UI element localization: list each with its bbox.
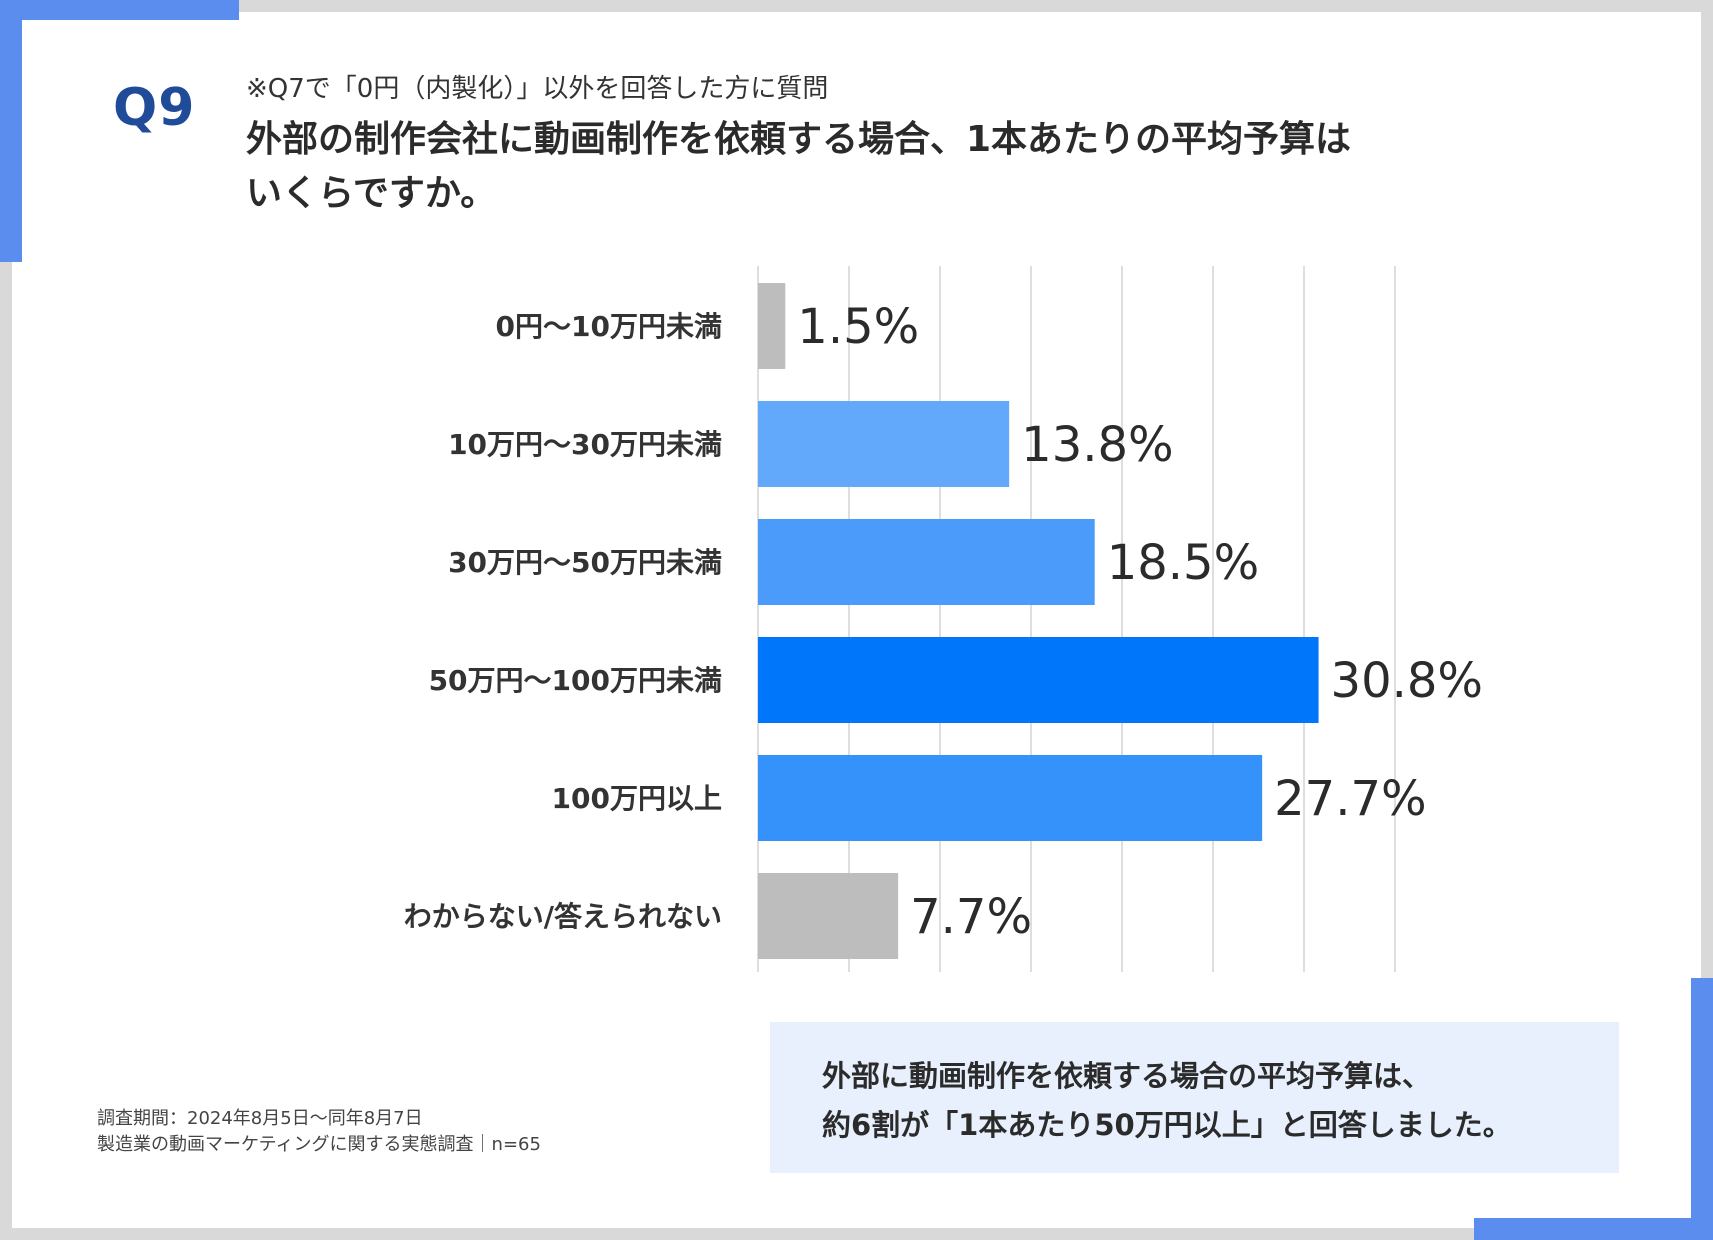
category-label: 50万円〜100万円未満 xyxy=(429,664,722,697)
category-label: 0円〜10万円未満 xyxy=(496,310,722,343)
survey-period: 調査期間：2024年8月5日〜同年8月7日 xyxy=(97,1108,423,1129)
bar xyxy=(758,283,786,369)
bar xyxy=(758,401,1010,487)
value-label: 30.8% xyxy=(1331,653,1483,709)
question-note: ※Q7で「0円（内製化）」以外を回答した方に質問 xyxy=(246,74,829,104)
question-number: Q9 xyxy=(113,78,196,138)
bar xyxy=(758,519,1095,605)
summary-box: 外部に動画制作を依頼する場合の平均予算は、 約6割が「1本あたり50万円以上」と… xyxy=(770,1022,1619,1173)
bar xyxy=(758,755,1263,841)
category-label: 10万円〜30万円未満 xyxy=(448,428,722,461)
category-label: 100万円以上 xyxy=(552,782,722,815)
corner-accent-bottom-horizontal xyxy=(1474,1218,1713,1240)
value-label: 7.7% xyxy=(910,889,1032,945)
value-label: 1.5% xyxy=(797,299,919,355)
summary-line2: 約6割が「1本あたり50万円以上」と回答しました。 xyxy=(822,1108,1512,1142)
question-title-line1: 外部の制作会社に動画制作を依頼する場合、1本あたりの平均予算は xyxy=(246,119,1352,160)
category-label: わからない/答えられない xyxy=(404,900,722,933)
footnote: 調査期間：2024年8月5日〜同年8月7日 製造業の動画マーケティングに関する実… xyxy=(97,1106,541,1158)
category-label: 30万円〜50万円未満 xyxy=(448,546,722,579)
question-title-line2: いくらですか。 xyxy=(246,173,497,214)
value-label: 27.7% xyxy=(1274,771,1426,827)
value-label: 18.5% xyxy=(1107,535,1259,591)
survey-name: 製造業の動画マーケティングに関する実態調査｜n=65 xyxy=(97,1134,541,1155)
bar xyxy=(758,873,899,959)
value-label: 13.8% xyxy=(1021,417,1173,473)
bar-chart: 0円〜10万円未満 1.5% 10万円〜30万円未満 13.8% 30万円〜50万円未満… xyxy=(404,266,1483,972)
corner-accent-top-horizontal xyxy=(0,0,239,20)
bar xyxy=(758,637,1319,723)
corner-accent-bottom-vertical xyxy=(1691,978,1713,1240)
summary-line1: 外部に動画制作を依頼する場合の平均予算は、 xyxy=(822,1059,1432,1093)
corner-accent-top-vertical xyxy=(0,0,22,262)
question-title: 外部の制作会社に動画制作を依頼する場合、1本あたりの平均予算は いくらですか。 xyxy=(246,113,1566,221)
